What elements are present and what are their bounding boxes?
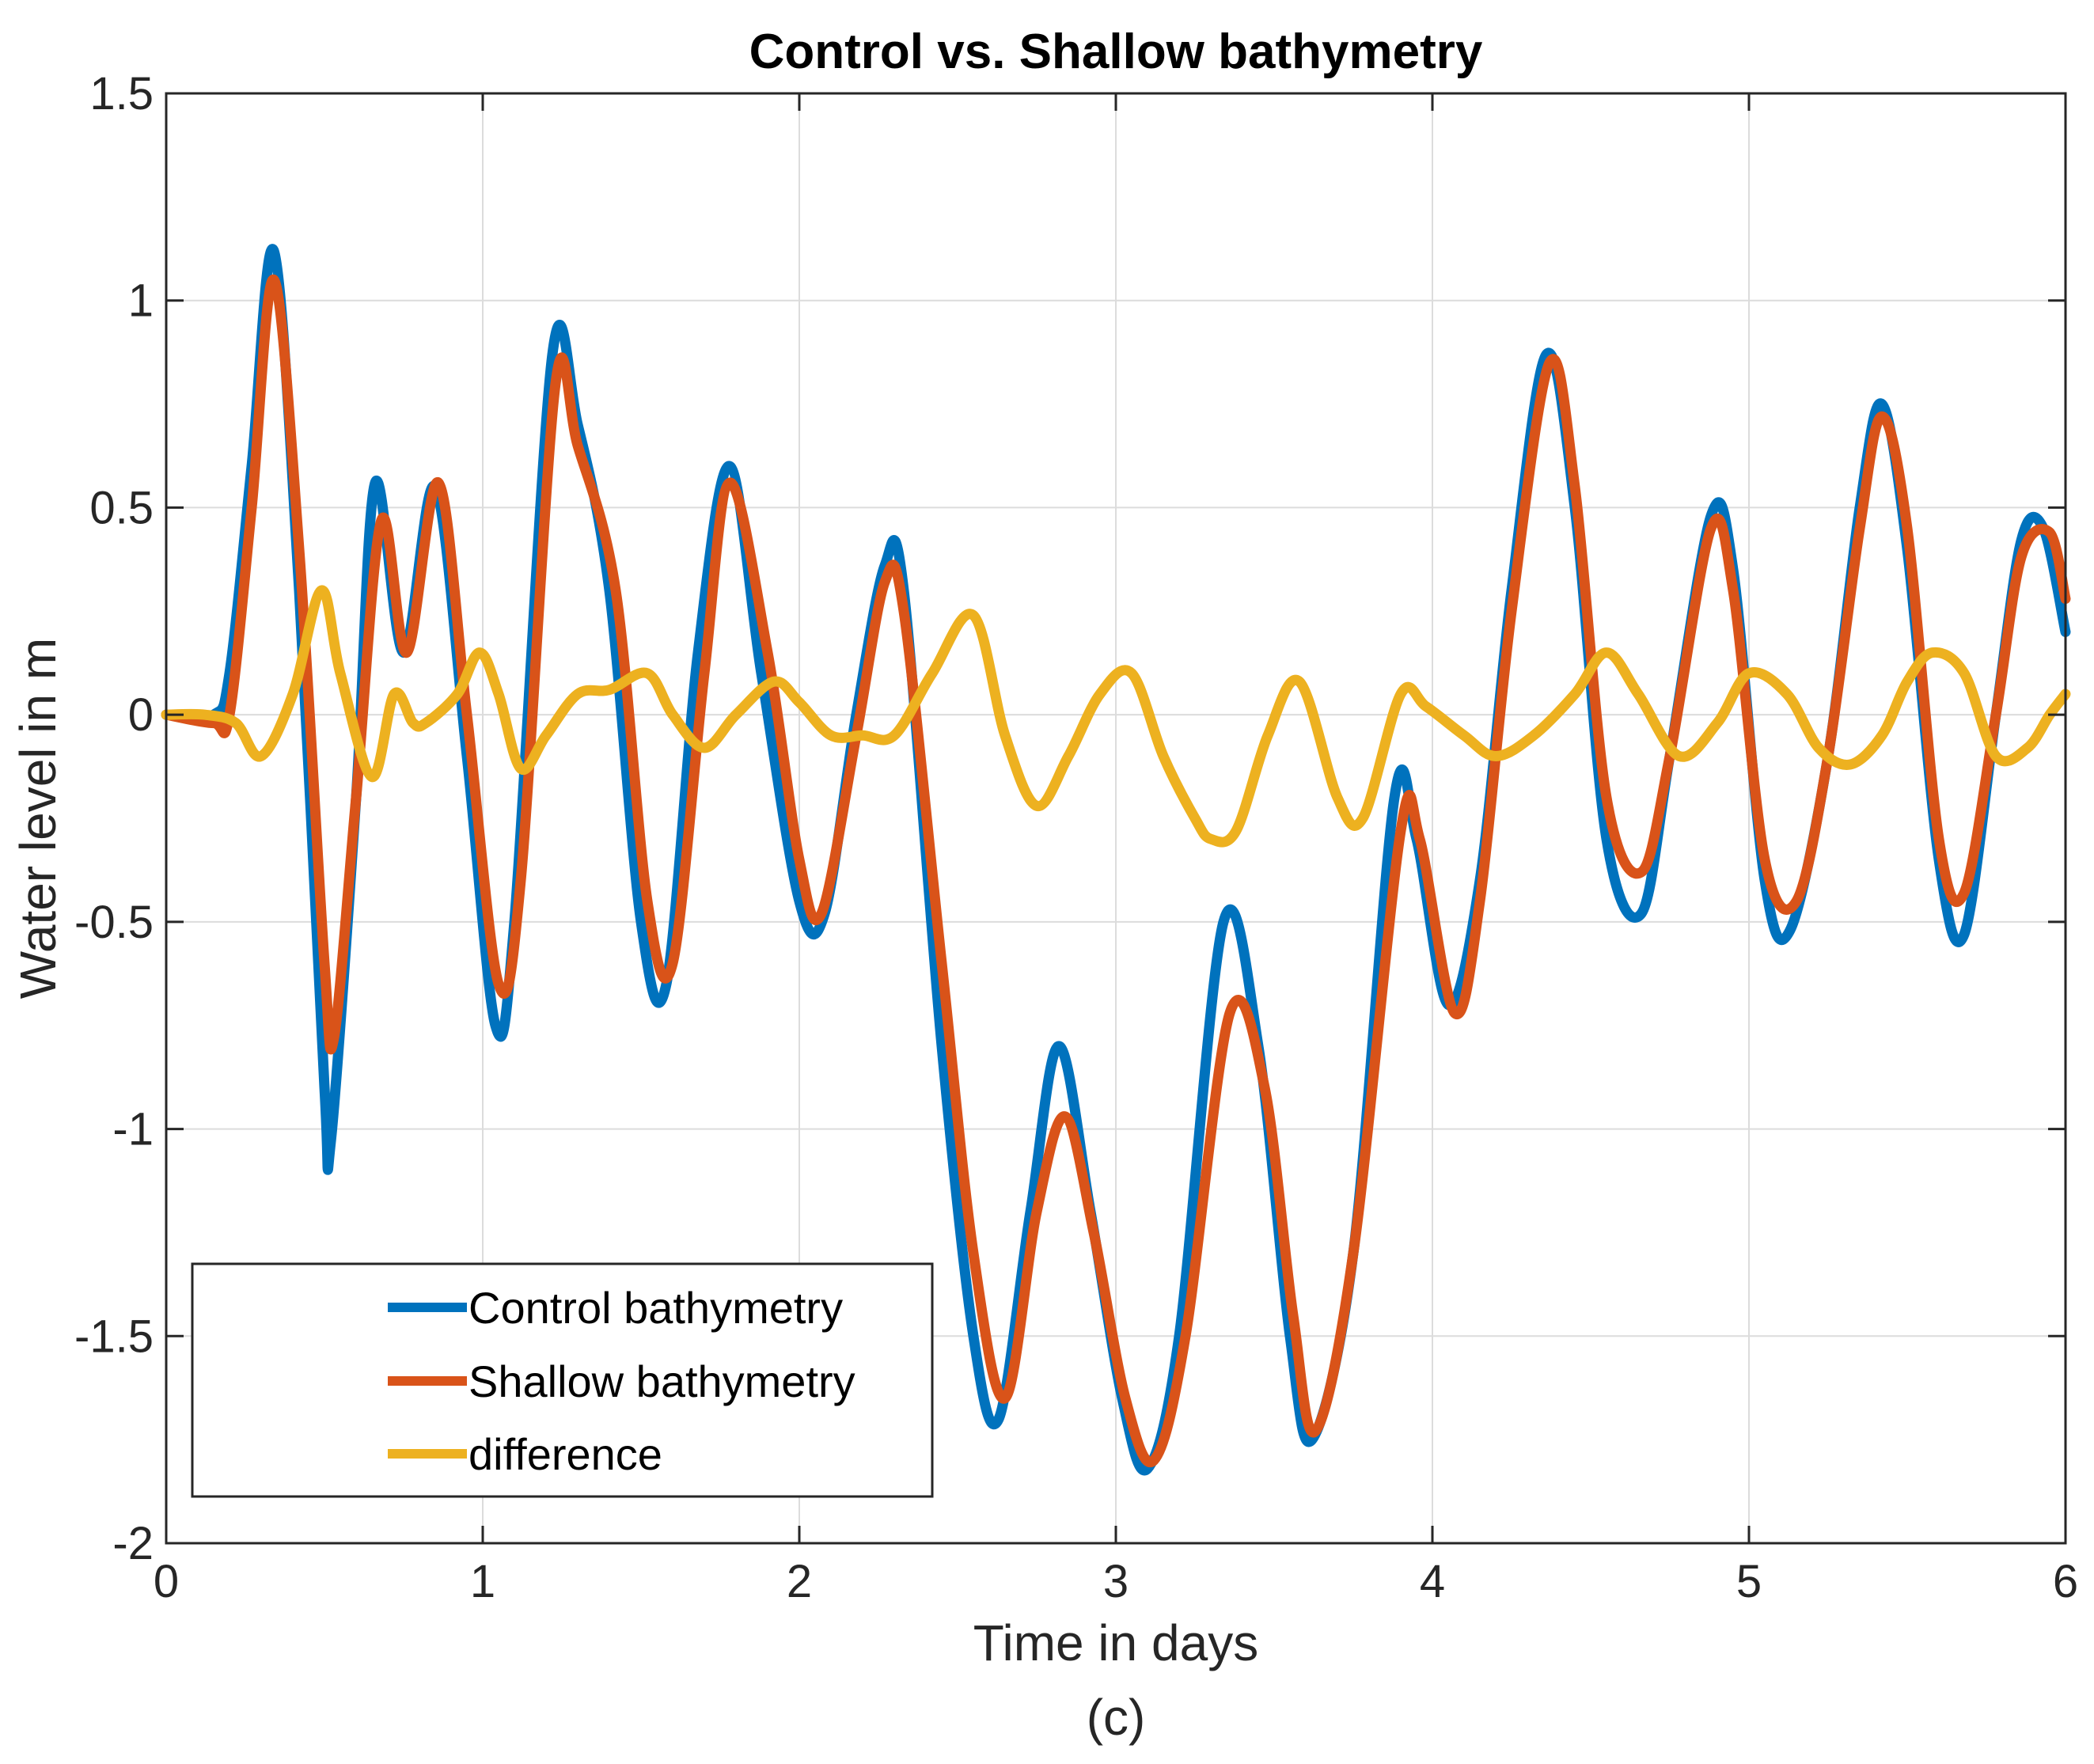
y-tick-label: 0.5 xyxy=(89,482,154,533)
legend: Control bathymetry Shallow bathymetry di… xyxy=(192,1264,932,1497)
x-axis-title: Time in days xyxy=(973,1614,1258,1671)
y-tick-label: -2 xyxy=(112,1518,154,1569)
x-tick-label: 5 xyxy=(1736,1556,1762,1607)
x-tick-label: 1 xyxy=(470,1556,495,1607)
y-axis-title: Water level in m xyxy=(9,638,66,999)
x-tick-label: 2 xyxy=(787,1556,812,1607)
legend-label-control-bathymetry: Control bathymetry xyxy=(468,1283,843,1333)
y-tick-label: 1 xyxy=(128,275,154,327)
y-tick-label: -1 xyxy=(112,1104,154,1155)
legend-label-shallow-bathymetry: Shallow bathymetry xyxy=(468,1356,855,1406)
figure-caption: (c) xyxy=(1087,1689,1146,1746)
legend-label-difference: difference xyxy=(468,1429,662,1479)
x-tick-label: 4 xyxy=(1420,1556,1445,1607)
y-tick-label: -0.5 xyxy=(74,897,154,948)
x-tick-label: 3 xyxy=(1103,1556,1129,1607)
y-tick-label: 1.5 xyxy=(89,68,154,119)
chart-title: Control vs. Shallow bathymetry xyxy=(749,25,1483,79)
x-tick-label: 0 xyxy=(154,1556,179,1607)
x-tick-label: 6 xyxy=(2053,1556,2078,1607)
line-chart: 0 1 2 3 4 5 6 -2 -1.5 -1 -0.5 0 0.5 1 1.5 Control vs. … xyxy=(0,0,2094,1764)
y-tick-label: 0 xyxy=(128,689,154,741)
y-tick-label: -1.5 xyxy=(74,1311,154,1362)
